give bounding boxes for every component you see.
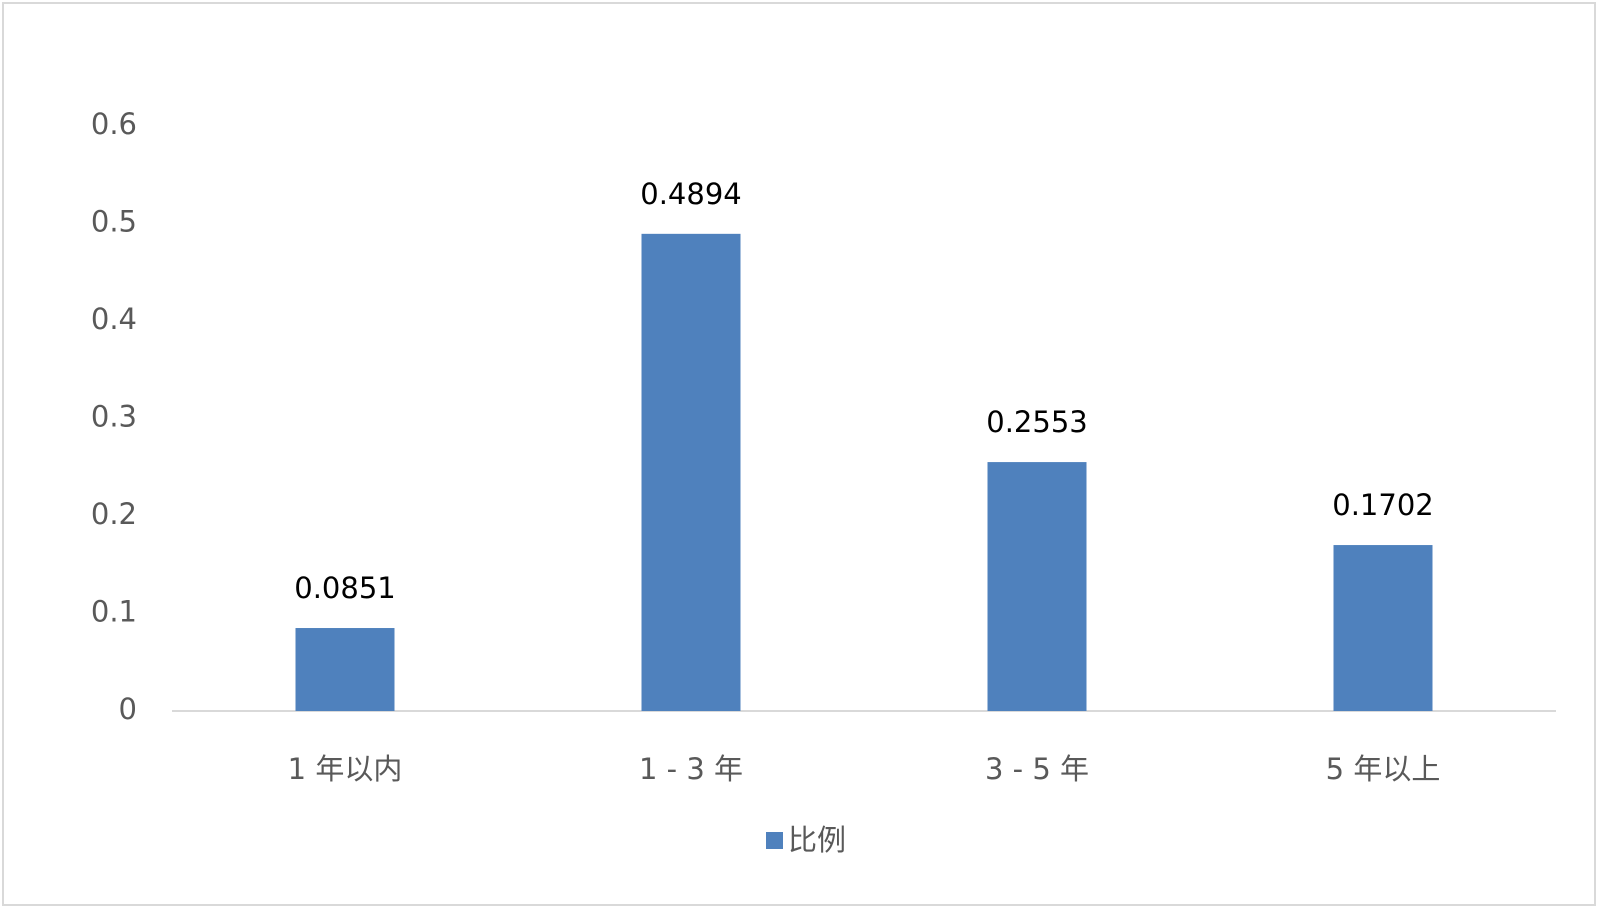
y-tick-label: 0.5 — [91, 205, 137, 239]
bar — [987, 462, 1087, 711]
y-tick-label: 0 — [119, 692, 137, 726]
data-label: 0.4894 — [640, 177, 741, 211]
y-tick-label: 0.1 — [91, 595, 137, 629]
data-label: 0.2553 — [986, 405, 1087, 439]
bar — [1333, 545, 1433, 711]
y-tick-label: 0.2 — [91, 497, 137, 531]
bar — [295, 628, 395, 711]
y-tick-label: 0.4 — [91, 302, 137, 336]
y-tick-label: 0.6 — [91, 107, 137, 141]
data-label: 0.1702 — [1332, 488, 1433, 522]
x-tick-label: 1 - 3 年 — [639, 752, 743, 786]
x-tick-label: 1 年以内 — [288, 752, 403, 786]
legend-label: 比例 — [788, 823, 846, 857]
x-tick-label: 3 - 5 年 — [985, 752, 1089, 786]
x-tick-label: 5 年以上 — [1326, 752, 1441, 786]
legend-swatch — [766, 832, 783, 849]
data-label: 0.0851 — [294, 571, 395, 605]
y-tick-label: 0.3 — [91, 400, 137, 434]
bar — [641, 233, 741, 711]
